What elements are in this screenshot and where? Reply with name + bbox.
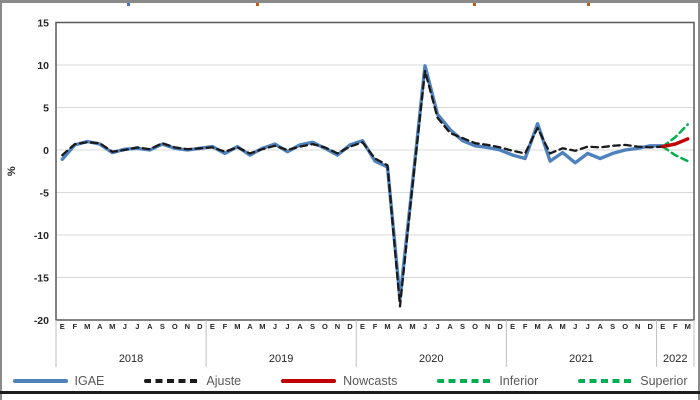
figure-border-right [698,0,700,400]
month-tick-label: N [635,322,640,331]
chart-legend: IGAE Ajuste Nowcasts Inferior Superior [0,372,700,390]
year-label: 2021 [569,353,593,365]
month-tick-label: M [84,322,90,331]
month-tick-label: F [223,322,228,331]
cropped-content-remnant [256,3,259,6]
legend-item-ajuste: Ajuste [144,375,241,388]
legend-item-igae: IGAE [12,373,105,388]
cropped-content-remnant [587,3,590,6]
month-tick-label: E [660,322,665,331]
month-tick-label: M [259,322,265,331]
superior-line [661,123,689,148]
year-label: 2019 [269,353,293,365]
month-tick-label: O [622,322,628,331]
inferior-line [661,145,689,163]
y-tick-label: 10 [37,60,49,72]
month-tick-label: S [310,322,315,331]
month-tick-label: D [497,322,503,331]
month-tick-label: N [185,322,190,331]
month-tick-label: S [160,322,165,331]
legend-item-inferior: Inferior [437,375,538,388]
figure-border-left [0,0,2,400]
igae-line-sample [12,378,68,384]
month-tick-label: E [210,322,215,331]
ajuste-line-sample [144,379,200,383]
figure-border-bottom [0,391,700,394]
year-label: 2020 [419,353,443,365]
year-label: 2022 [663,353,687,365]
month-tick-label: N [485,322,490,331]
y-tick-label: -5 [40,187,49,199]
month-tick-label: F [72,322,77,331]
month-tick-label: A [97,322,103,331]
month-tick-label: J [273,322,277,331]
month-tick-label: F [673,322,678,331]
month-tick-label: A [597,322,603,331]
month-tick-label: M [384,322,390,331]
legend-label: IGAE [74,373,105,388]
cropped-content-remnant [473,3,476,6]
legend-label: Nowcasts [343,373,398,388]
nowcasts-line [661,137,690,149]
month-tick-label: S [460,322,465,331]
y-tick-label: -15 [34,272,49,284]
month-tick-label: O [472,322,478,331]
plot-frame [55,21,695,321]
legend-item-nowcasts: Nowcasts [281,375,397,388]
month-tick-label: E [360,322,365,331]
month-tick-label: A [247,322,253,331]
year-label: 2018 [119,353,143,365]
month-tick-label: M [234,322,240,331]
month-tick-label: J [435,322,439,331]
month-tick-label: M [535,322,541,331]
month-tick-label: D [347,322,353,331]
month-tick-label: A [447,322,453,331]
month-tick-label: J [573,322,577,331]
legend-label: Superior [640,373,688,388]
nowcasts-line-sample [281,378,337,384]
month-tick-label: O [172,322,178,331]
y-tick-label: -10 [34,230,49,242]
month-tick-label: O [322,322,328,331]
month-tick-label: F [523,322,528,331]
month-tick-label: J [123,322,127,331]
month-tick-label: J [586,322,590,331]
y-tick-label: 0 [43,145,49,157]
inferior-line-sample [437,379,493,383]
month-tick-label: A [547,322,553,331]
cropped-content-remnant [127,3,130,6]
month-tick-label: M [409,322,415,331]
month-tick-label: A [397,322,403,331]
month-tick-label: D [197,322,203,331]
month-tick-label: J [135,322,139,331]
month-tick-label: D [648,322,654,331]
y-tick-label: 15 [37,17,49,29]
month-tick-label: M [685,322,691,331]
month-tick-label: J [285,322,289,331]
y-tick-label: 5 [43,102,49,114]
superior-line-sample [578,379,634,383]
y-tick-label: -20 [34,315,49,327]
legend-item-superior: Superior [578,375,687,388]
month-tick-label: M [560,322,566,331]
month-tick-label: S [610,322,615,331]
legend-label: Ajuste [206,373,242,388]
month-tick-label: A [297,322,303,331]
month-tick-label: E [510,322,515,331]
figure-border-top [0,0,700,3]
month-tick-label: F [373,322,378,331]
igae-line [60,64,665,301]
month-tick-label: M [109,322,115,331]
month-tick-label: J [423,322,427,331]
y-axis-title: % [6,166,18,176]
legend-label: Inferior [499,373,539,388]
ajuste-line [61,69,664,308]
month-tick-label: N [335,322,340,331]
month-tick-label: A [147,322,153,331]
month-tick-label: E [60,322,65,331]
